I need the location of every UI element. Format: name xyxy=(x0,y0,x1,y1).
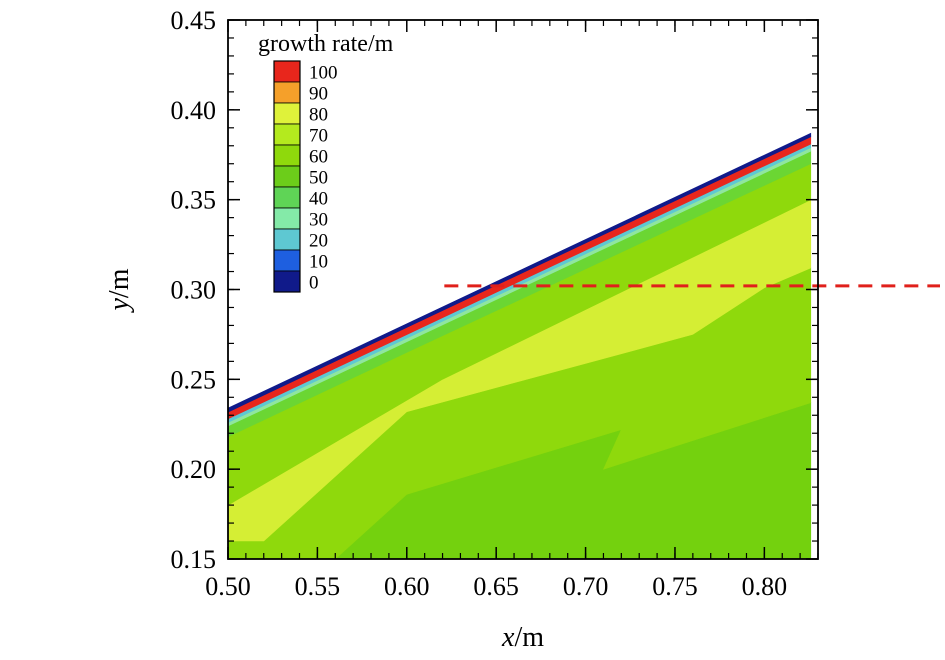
x-tick-label: 0.80 xyxy=(742,572,788,601)
x-tick-label: 0.75 xyxy=(652,572,698,601)
x-tick-label: 0.65 xyxy=(473,572,519,601)
legend-label: 20 xyxy=(309,231,328,252)
legend-title: growth rate/m xyxy=(258,31,394,57)
y-tick-label: 0.15 xyxy=(171,545,217,574)
legend-swatch xyxy=(273,81,301,104)
legend-label: 50 xyxy=(309,168,328,189)
legend-swatch xyxy=(273,249,301,272)
y-axis-title: y/m xyxy=(104,268,135,313)
x-tick-label: 0.60 xyxy=(384,572,430,601)
legend-label: 40 xyxy=(309,189,328,210)
legend-swatch xyxy=(273,102,301,125)
axes: 0.50 0.55 0.60 0.65 0.70 0.75 0.80 0.15 0.20 0.25… xyxy=(171,6,819,601)
x-tick-label: 0.70 xyxy=(563,572,609,601)
x-tick-label: 0.50 xyxy=(205,572,251,601)
legend-label: 90 xyxy=(309,84,328,105)
legend-swatch xyxy=(273,270,301,293)
x-axis-title: x/m xyxy=(501,622,544,653)
x-tick-label: 0.55 xyxy=(295,572,341,601)
legend-label: 30 xyxy=(309,210,328,231)
y-tick-label: 0.25 xyxy=(171,365,217,394)
legend-label: 0 xyxy=(309,273,319,294)
legend-swatch xyxy=(273,60,301,83)
legend-swatch xyxy=(273,207,301,230)
y-tick-label: 0.30 xyxy=(171,276,217,305)
legend-label: 100 xyxy=(309,63,338,84)
y-axis-unit: /m xyxy=(104,268,135,298)
y-tick-label: 0.40 xyxy=(171,96,217,125)
y-tick-label: 0.45 xyxy=(171,6,217,35)
y-axis-var: y xyxy=(104,298,135,314)
y-tick-label: 0.20 xyxy=(171,455,217,484)
legend-swatch xyxy=(273,123,301,146)
contour-band-40-4 xyxy=(228,150,812,438)
wall-boundary xyxy=(228,134,812,413)
y-tick-label: 0.35 xyxy=(171,186,217,215)
legend-label: 70 xyxy=(309,126,328,147)
legend-swatch xyxy=(273,186,301,209)
legend-label: 80 xyxy=(309,105,328,126)
x-axis-unit: /m xyxy=(514,622,544,653)
x-axis-var: x xyxy=(501,622,515,653)
legend-colorbar-frame xyxy=(273,60,301,293)
legend-label: 10 xyxy=(309,252,328,273)
legend-swatch xyxy=(273,144,301,167)
legend-swatch xyxy=(273,228,301,251)
legend-swatch xyxy=(273,165,301,188)
legend-label: 60 xyxy=(309,147,328,168)
